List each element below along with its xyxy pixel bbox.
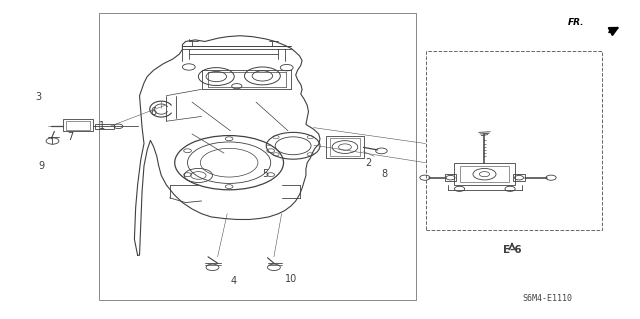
Text: 7: 7 bbox=[67, 132, 74, 142]
Bar bbox=[66, 121, 90, 130]
Bar bbox=[99, 13, 416, 300]
Text: 1: 1 bbox=[99, 121, 106, 131]
Text: E-6: E-6 bbox=[502, 245, 522, 255]
Text: S6M4-E1110: S6M4-E1110 bbox=[522, 294, 572, 303]
Bar bbox=[513, 174, 525, 181]
Text: 9: 9 bbox=[38, 161, 45, 171]
Text: FR.: FR. bbox=[568, 18, 584, 27]
Text: 4: 4 bbox=[230, 276, 237, 286]
Bar bbox=[445, 174, 456, 181]
Bar bbox=[454, 163, 515, 185]
Text: 3: 3 bbox=[35, 92, 42, 102]
Bar bbox=[95, 124, 114, 129]
Bar bbox=[330, 138, 360, 156]
Bar bbox=[326, 136, 364, 158]
Text: 2: 2 bbox=[365, 158, 371, 168]
Text: 6: 6 bbox=[150, 107, 157, 117]
Text: 8: 8 bbox=[381, 169, 387, 179]
Bar bbox=[63, 119, 93, 131]
Bar bbox=[460, 166, 509, 182]
Text: 10: 10 bbox=[285, 274, 298, 284]
Bar bbox=[426, 51, 602, 230]
Text: 5: 5 bbox=[262, 169, 269, 179]
